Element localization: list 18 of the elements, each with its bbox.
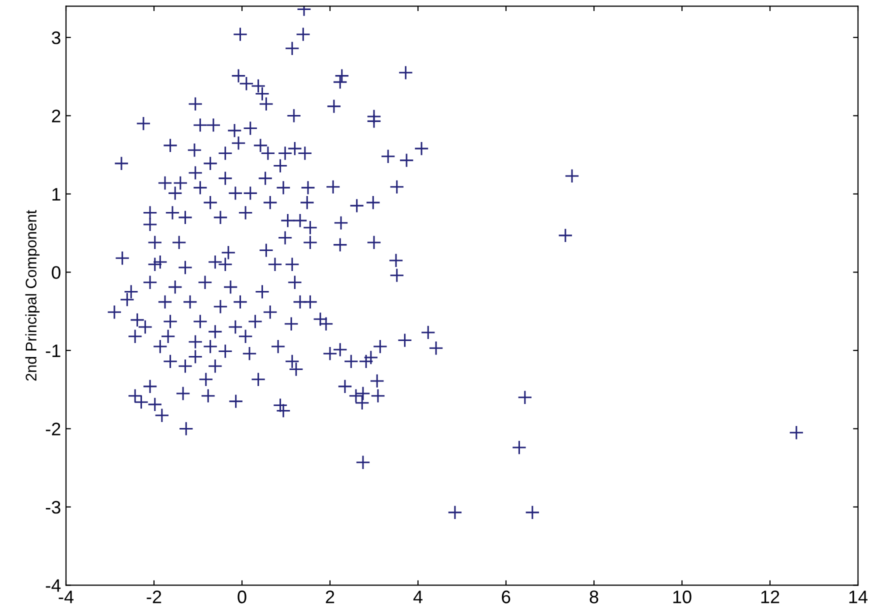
x-tick-label: 10 <box>673 590 692 604</box>
x-tick-label: 8 <box>590 590 598 604</box>
y-tick-label: 0 <box>52 266 60 279</box>
x-tick-label: 14 <box>849 590 868 604</box>
y-axis-title: 2nd Principal Component <box>25 210 40 381</box>
y-tick-label: -2 <box>46 422 60 436</box>
y-tick-label: 2 <box>52 110 60 122</box>
x-tick-label: 2 <box>326 590 334 604</box>
y-tick-label: -1 <box>46 344 60 357</box>
x-tick-label: 12 <box>761 590 780 604</box>
x-tick-label: 6 <box>502 590 510 604</box>
y-tick-label: -4 <box>46 579 61 592</box>
x-tick-label: 4 <box>413 590 422 604</box>
y-tick-label: -3 <box>46 500 60 514</box>
x-tick-label: 0 <box>238 590 246 604</box>
y-tick-label: 3 <box>52 31 60 44</box>
x-tick-label: -2 <box>146 590 162 604</box>
y-tick-label: 1 <box>52 188 60 200</box>
